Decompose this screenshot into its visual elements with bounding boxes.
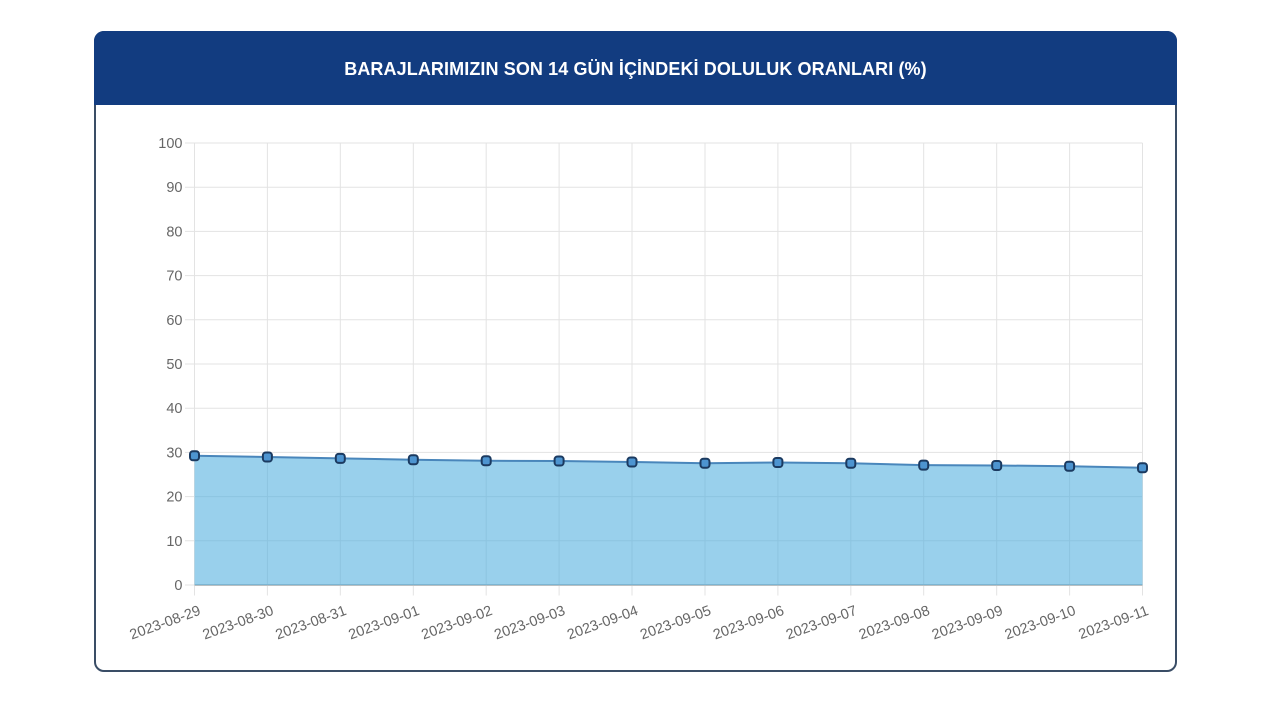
svg-text:2023-08-30: 2023-08-30: [201, 603, 276, 643]
svg-text:10: 10: [166, 534, 182, 550]
svg-text:2023-08-29: 2023-08-29: [128, 603, 203, 643]
svg-text:40: 40: [166, 401, 182, 417]
svg-text:2023-09-04: 2023-09-04: [565, 603, 640, 643]
svg-text:60: 60: [166, 313, 182, 329]
svg-text:30: 30: [166, 445, 182, 461]
svg-text:0: 0: [174, 578, 182, 594]
svg-text:80: 80: [166, 224, 182, 240]
svg-text:100: 100: [158, 136, 182, 152]
svg-text:2023-09-10: 2023-09-10: [1003, 603, 1078, 643]
svg-text:90: 90: [166, 180, 182, 196]
svg-text:2023-09-01: 2023-09-01: [346, 603, 421, 643]
svg-text:2023-09-05: 2023-09-05: [638, 603, 713, 643]
svg-text:2023-09-02: 2023-09-02: [419, 603, 494, 643]
svg-text:2023-09-11: 2023-09-11: [1077, 603, 1151, 643]
svg-text:20: 20: [166, 490, 182, 506]
svg-text:2023-09-03: 2023-09-03: [492, 603, 567, 643]
svg-text:2023-09-09: 2023-09-09: [930, 603, 1005, 643]
svg-text:50: 50: [166, 357, 182, 373]
svg-text:2023-09-07: 2023-09-07: [784, 603, 859, 643]
svg-text:2023-09-06: 2023-09-06: [711, 603, 786, 643]
svg-text:70: 70: [166, 269, 182, 285]
svg-text:2023-09-08: 2023-09-08: [857, 603, 932, 643]
svg-text:2023-08-31: 2023-08-31: [273, 603, 348, 643]
